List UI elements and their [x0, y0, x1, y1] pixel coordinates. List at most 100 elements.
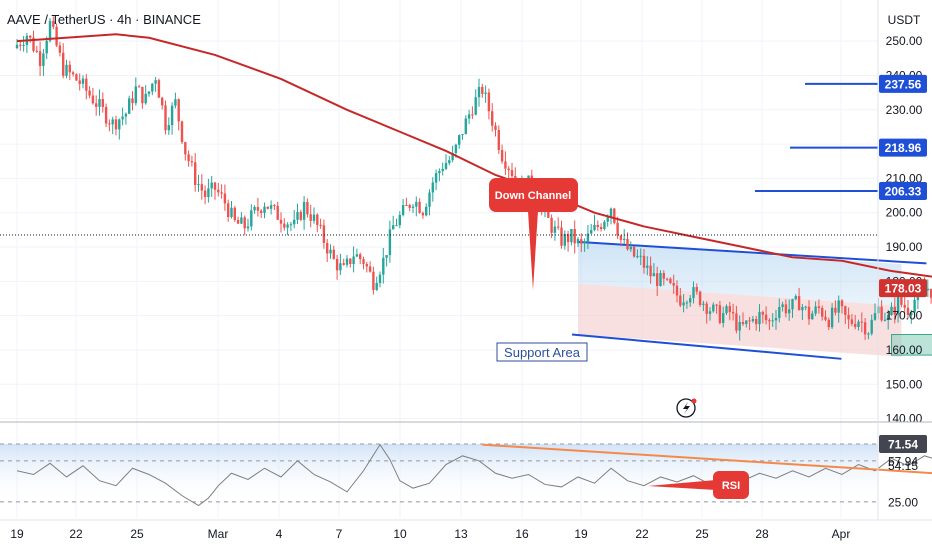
candle-bull	[554, 227, 556, 233]
x-tick-label: 22	[69, 527, 83, 541]
x-tick-label: 13	[454, 527, 468, 541]
candle-bear	[283, 224, 285, 228]
candle-bull	[646, 266, 648, 268]
candle-bear	[597, 225, 599, 227]
candle-bear	[550, 218, 552, 233]
candle-bull	[211, 183, 213, 189]
candle-bull	[871, 320, 873, 334]
rsi-panel: RSI	[0, 443, 932, 505]
y-tick-label: 250.00	[886, 34, 923, 48]
candle-bear	[768, 320, 770, 321]
candle-bull	[154, 80, 156, 84]
candle-bull	[346, 259, 348, 265]
candle-bear	[336, 259, 338, 270]
candle-bull	[623, 239, 625, 240]
down-channel-pointer	[528, 211, 538, 290]
candle-bear	[36, 51, 38, 52]
candle-bear	[824, 317, 826, 320]
candle-bull	[339, 263, 341, 270]
candle-bull	[385, 255, 387, 258]
candle-bull	[240, 217, 242, 223]
candle-bull	[98, 99, 100, 107]
candle-bull	[630, 247, 632, 249]
candle-bear	[178, 99, 180, 121]
candle-bull	[290, 224, 292, 225]
candle-bull	[801, 307, 803, 310]
candle-bull	[151, 84, 153, 92]
candle-bear	[422, 213, 424, 215]
candle-bear	[105, 107, 107, 124]
candle-bull	[145, 94, 147, 103]
candle-bear	[184, 142, 186, 154]
candle-bull	[445, 163, 447, 169]
y-tick-label: 140.00	[886, 412, 923, 426]
price-tag-value: 178.03	[885, 282, 922, 296]
candle-bear	[224, 194, 226, 204]
candle-bear	[237, 220, 239, 224]
x-tick-label: Mar	[208, 527, 229, 541]
candle-bull	[412, 207, 414, 208]
candle-bear	[488, 93, 490, 112]
candle-bull	[448, 160, 450, 163]
candle-bear	[39, 51, 41, 66]
candle-bear	[828, 320, 830, 327]
candle-bear	[715, 305, 717, 306]
candle-bull	[415, 202, 417, 207]
candle-bear	[187, 154, 189, 161]
candle-bull	[814, 306, 816, 313]
candle-bull	[112, 119, 114, 124]
candle-bear	[55, 27, 57, 46]
candle-bear	[808, 307, 810, 320]
candle-bear	[306, 202, 308, 214]
candle-bull	[121, 117, 123, 120]
candle-bull	[303, 202, 305, 220]
candle-bull	[772, 320, 774, 321]
candle-bear	[300, 212, 302, 220]
candle-bull	[207, 188, 209, 197]
candle-bear	[841, 300, 843, 306]
candle-bull	[475, 97, 477, 114]
candle-bear	[508, 169, 510, 171]
x-tick-label: 25	[130, 527, 144, 541]
candle-bear	[19, 45, 21, 46]
candle-bear	[181, 121, 183, 142]
y-tick-label: 150.00	[886, 377, 923, 391]
candle-bear	[616, 223, 618, 236]
candle-bull	[570, 229, 572, 242]
candle-bull	[692, 287, 694, 298]
candle-bull	[171, 106, 173, 125]
candle-bull	[758, 312, 760, 324]
candle-bull	[465, 119, 467, 135]
candle-bear	[504, 161, 506, 168]
candle-bull	[583, 241, 585, 243]
candle-bull	[791, 299, 793, 309]
candle-bear	[666, 279, 668, 280]
candle-bear	[748, 320, 750, 321]
candle-bear	[260, 211, 262, 213]
candle-bull	[22, 45, 24, 46]
candle-bull	[438, 171, 440, 173]
candle-bear	[649, 266, 651, 277]
symbol-header[interactable]: AAVE / TetherUS · 4h · BINANCE	[7, 12, 201, 27]
candle-bull	[82, 79, 84, 84]
candle-bear	[92, 96, 94, 104]
candle-bear	[785, 304, 787, 313]
candle-bull	[709, 311, 711, 314]
candle-bear	[560, 228, 562, 246]
candle-bull	[352, 257, 354, 264]
currency-label[interactable]: USDT	[888, 13, 921, 27]
candle-bear	[369, 266, 371, 271]
candle-bull	[16, 45, 18, 48]
candle-bull	[831, 308, 833, 327]
candle-bear	[102, 99, 104, 107]
candle-bull	[564, 234, 566, 246]
candle-bull	[65, 65, 67, 76]
candle-bear	[847, 315, 849, 319]
candle-bear	[699, 292, 701, 305]
candle-bear	[191, 161, 193, 162]
candle-bull	[135, 86, 137, 103]
x-tick-label: 10	[393, 527, 407, 541]
candle-bull	[712, 305, 714, 312]
candle-bear	[498, 130, 500, 150]
